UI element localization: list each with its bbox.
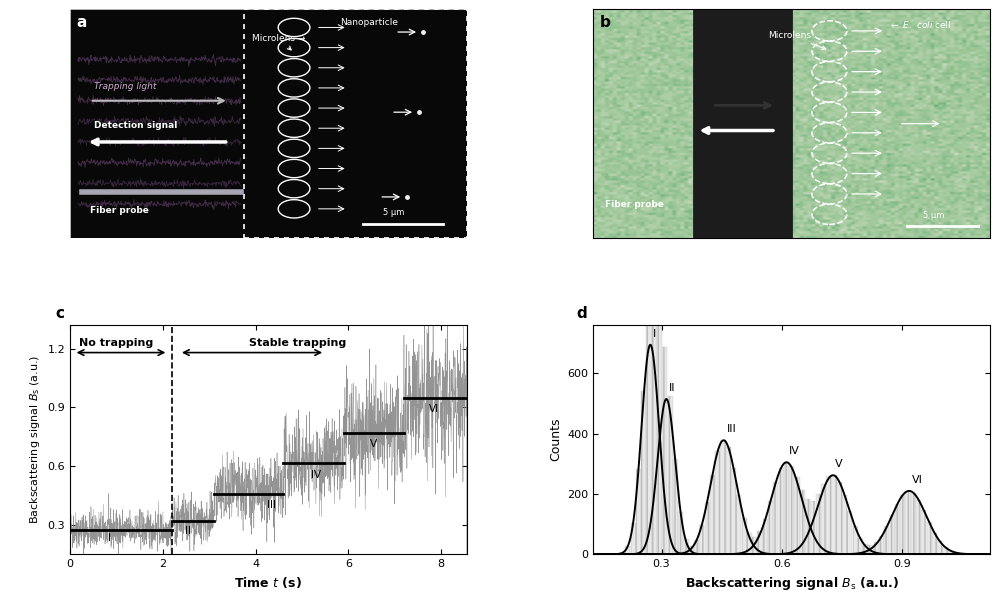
Text: II: II — [669, 383, 675, 393]
Bar — [779, 468, 784, 554]
Text: Microlens →: Microlens → — [252, 34, 306, 50]
Bar — [731, 468, 736, 554]
Text: Detection signal: Detection signal — [94, 121, 177, 130]
Bar — [683, 539, 689, 554]
Text: V: V — [835, 459, 843, 469]
Bar — [858, 538, 863, 554]
Bar — [890, 515, 895, 554]
Bar — [693, 9, 792, 238]
Bar — [853, 526, 858, 554]
Bar — [699, 525, 704, 554]
Bar — [863, 544, 868, 554]
Bar — [842, 495, 847, 554]
Text: Fiber probe: Fiber probe — [90, 206, 149, 215]
Bar — [879, 536, 884, 554]
Text: III: III — [726, 424, 736, 434]
Bar — [244, 9, 467, 238]
Text: d: d — [577, 306, 588, 320]
Bar — [794, 477, 800, 554]
Bar — [905, 491, 911, 554]
Text: Stable trapping: Stable trapping — [249, 338, 346, 348]
Bar — [821, 484, 826, 554]
Bar — [763, 519, 768, 554]
Text: III: III — [267, 500, 276, 510]
Bar — [705, 502, 710, 554]
Bar — [868, 545, 874, 554]
Bar — [641, 391, 646, 554]
Bar — [726, 447, 731, 554]
Bar — [752, 537, 757, 554]
Text: c: c — [55, 306, 64, 320]
Text: IV: IV — [311, 470, 321, 480]
X-axis label: Backscattering signal $B_{\rm s}$ (a.u.): Backscattering signal $B_{\rm s}$ (a.u.) — [685, 575, 899, 591]
Bar — [710, 475, 715, 554]
Text: 5 μm: 5 μm — [383, 208, 405, 217]
Text: VI: VI — [429, 404, 439, 414]
Text: V: V — [370, 438, 377, 449]
Text: Fiber probe: Fiber probe — [605, 200, 664, 209]
Bar — [948, 551, 953, 554]
Bar — [789, 465, 794, 554]
Text: $\leftarrow$ $E.\ coli$ cell: $\leftarrow$ $E.\ coli$ cell — [889, 19, 951, 30]
Bar — [636, 470, 641, 554]
Bar — [921, 510, 926, 554]
Text: 5 μm: 5 μm — [923, 211, 944, 219]
Bar — [768, 501, 773, 554]
Bar — [715, 451, 720, 554]
Bar — [953, 552, 958, 554]
Bar — [673, 459, 678, 554]
Bar — [652, 304, 657, 554]
Bar — [927, 522, 932, 554]
Bar — [625, 546, 630, 554]
Bar — [847, 512, 852, 554]
Bar — [668, 396, 673, 554]
Bar — [932, 533, 937, 554]
Bar — [657, 318, 662, 554]
Text: I: I — [653, 329, 656, 339]
Bar — [831, 474, 837, 554]
Bar — [810, 501, 815, 554]
Text: I: I — [108, 533, 111, 543]
Text: Microlens: Microlens — [768, 31, 826, 49]
Text: b: b — [599, 15, 610, 30]
Bar — [757, 532, 763, 554]
Bar — [895, 504, 900, 554]
Bar — [884, 526, 889, 554]
Text: a: a — [76, 15, 86, 30]
Text: No trapping: No trapping — [79, 338, 154, 348]
Bar — [826, 476, 831, 554]
Bar — [694, 540, 699, 554]
Bar — [720, 440, 726, 554]
Text: II: II — [185, 526, 191, 536]
Bar — [937, 541, 942, 554]
Bar — [916, 500, 921, 554]
Bar — [662, 347, 667, 554]
Y-axis label: Counts: Counts — [549, 418, 562, 462]
X-axis label: Time $t$ (s): Time $t$ (s) — [234, 575, 302, 590]
Text: IV: IV — [789, 446, 800, 456]
Bar — [747, 532, 752, 554]
Text: VI: VI — [911, 475, 922, 485]
Bar — [942, 547, 948, 554]
Bar — [874, 543, 879, 554]
Bar — [736, 495, 741, 554]
Bar — [784, 462, 789, 554]
Bar — [689, 546, 694, 554]
Bar — [800, 490, 805, 554]
Text: Trapping light: Trapping light — [94, 82, 156, 91]
Bar — [900, 495, 905, 554]
Bar — [805, 499, 810, 554]
Bar — [837, 482, 842, 554]
Bar — [678, 512, 683, 554]
Bar — [773, 482, 778, 554]
Text: Nanoparticle: Nanoparticle — [340, 18, 398, 27]
Bar — [816, 495, 821, 554]
Bar — [631, 523, 636, 554]
Bar — [646, 325, 652, 554]
Bar — [742, 518, 747, 554]
Bar — [911, 493, 916, 554]
Y-axis label: Backscattering signal $B_{\rm s}$ (a.u.): Backscattering signal $B_{\rm s}$ (a.u.) — [28, 355, 42, 524]
Bar — [620, 553, 625, 554]
